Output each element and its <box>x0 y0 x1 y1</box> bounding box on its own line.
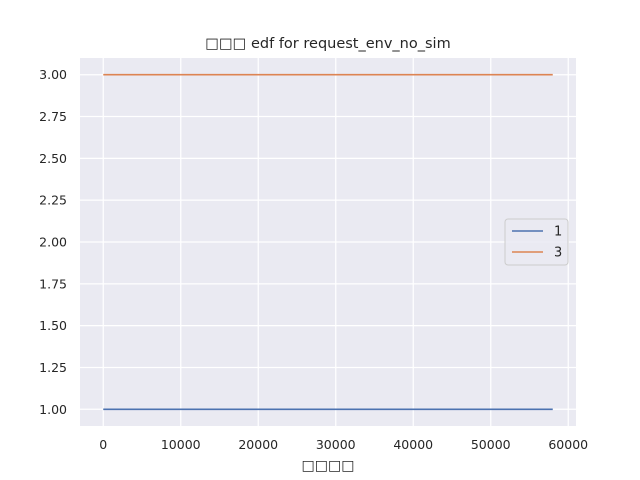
x-axis-label: □□□□ <box>302 458 355 474</box>
x-tick-label: 0 <box>99 437 107 452</box>
y-tick-label: 2.50 <box>39 151 67 166</box>
legend-label-3: 3 <box>554 246 562 261</box>
y-tick-label: 2.00 <box>39 235 67 250</box>
x-tick-label: 20000 <box>238 437 278 452</box>
x-tick-label: 10000 <box>161 437 201 452</box>
x-tick-label: 40000 <box>393 437 433 452</box>
legend: 13 <box>504 218 569 266</box>
legend-label-1: 1 <box>554 225 562 240</box>
y-tick-label: 2.25 <box>39 193 67 208</box>
y-tick-label: 1.75 <box>39 276 67 291</box>
y-tick-label: 1.50 <box>39 318 67 333</box>
chart-title: □□□ edf for request_env_no_sim <box>205 36 450 52</box>
x-tick-label: 50000 <box>471 437 511 452</box>
series-layer <box>103 73 553 411</box>
y-axis-ticks: 1.00 1.25 1.50 1.75 2.00 2.25 2.50 2.75 3.00 <box>39 67 67 417</box>
y-tick-label: 3.00 <box>39 67 67 82</box>
y-tick-label: 1.00 <box>39 402 67 417</box>
x-axis-ticks: 0 10000 20000 30000 40000 50000 60000 <box>99 437 588 452</box>
x-tick-label: 60000 <box>548 437 588 452</box>
x-tick-label: 30000 <box>316 437 356 452</box>
y-tick-label: 2.75 <box>39 109 67 124</box>
y-tick-label: 1.25 <box>39 360 67 375</box>
